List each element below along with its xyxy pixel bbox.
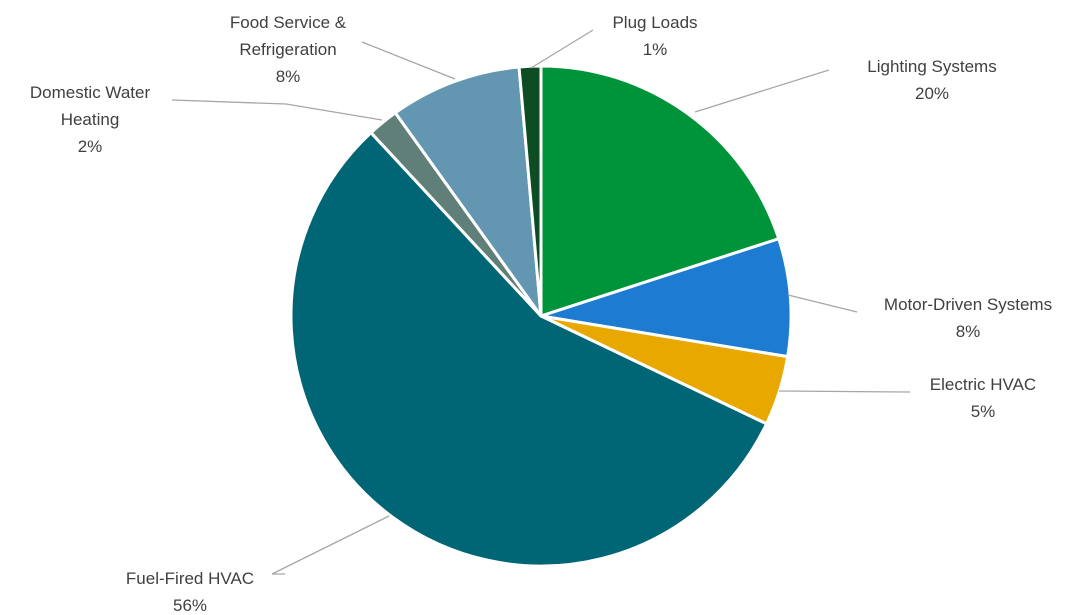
pie-slice-plug-loads (517, 64, 543, 318)
leader-line-fuel-fired-hvac (271, 515, 390, 575)
data-label-food-service-refrigeration: Food Service & Refrigeration 8% (230, 13, 347, 86)
leader-line-plug-loads (530, 29, 594, 69)
data-label-name: Motor-Driven Systems (884, 295, 1052, 314)
data-label-value: 1% (643, 40, 668, 59)
data-label-motor-driven-systems: Motor-Driven Systems 8% (884, 295, 1052, 341)
data-label-plug-loads: Plug Loads 1% (612, 13, 697, 59)
data-label-value: 8% (276, 67, 301, 86)
data-label-name: Fuel-Fired HVAC (126, 569, 254, 588)
data-label-value: 5% (971, 402, 996, 421)
leader-line-motor-driven-systems (787, 294, 858, 313)
data-label-lighting-systems: Lighting Systems 20% (867, 57, 996, 103)
pie-slice-fuel-fired-hvac (289, 131, 769, 568)
data-label-electric-hvac: Electric HVAC 5% (930, 375, 1036, 421)
pie-slice-lighting-systems (539, 64, 781, 318)
data-label-name: Domestic Water (30, 83, 151, 102)
pie-slice-food-service-refrigeration (393, 65, 543, 318)
leader-line-electric-hvac (778, 390, 911, 393)
data-label-value: 56% (173, 596, 207, 615)
data-label-name: Food Service & (230, 13, 347, 32)
leader-line-lighting-systems (694, 69, 830, 113)
data-label-value: 2% (78, 137, 103, 156)
data-label-name: Lighting Systems (867, 57, 996, 76)
pie-slice-motor-driven-systems (539, 237, 793, 359)
data-label-name: Heating (61, 110, 120, 129)
data-label-value: 20% (915, 84, 949, 103)
data-label-fuel-fired-hvac: Fuel-Fired HVAC 56% (126, 569, 254, 615)
data-label-name: Refrigeration (239, 40, 336, 59)
pie-slices (289, 64, 793, 568)
data-label-name: Plug Loads (612, 13, 697, 32)
leader-line-domestic-water-heating (171, 99, 383, 121)
data-label-domestic-water-heating: Domestic Water Heating 2% (30, 83, 151, 156)
data-label-value: 8% (956, 322, 981, 341)
data-labels: Lighting Systems 20% Motor-Driven Systems 8… (30, 13, 1052, 615)
data-label-name: Electric HVAC (930, 375, 1036, 394)
leader-line-food-service-refrigeration (361, 41, 456, 80)
